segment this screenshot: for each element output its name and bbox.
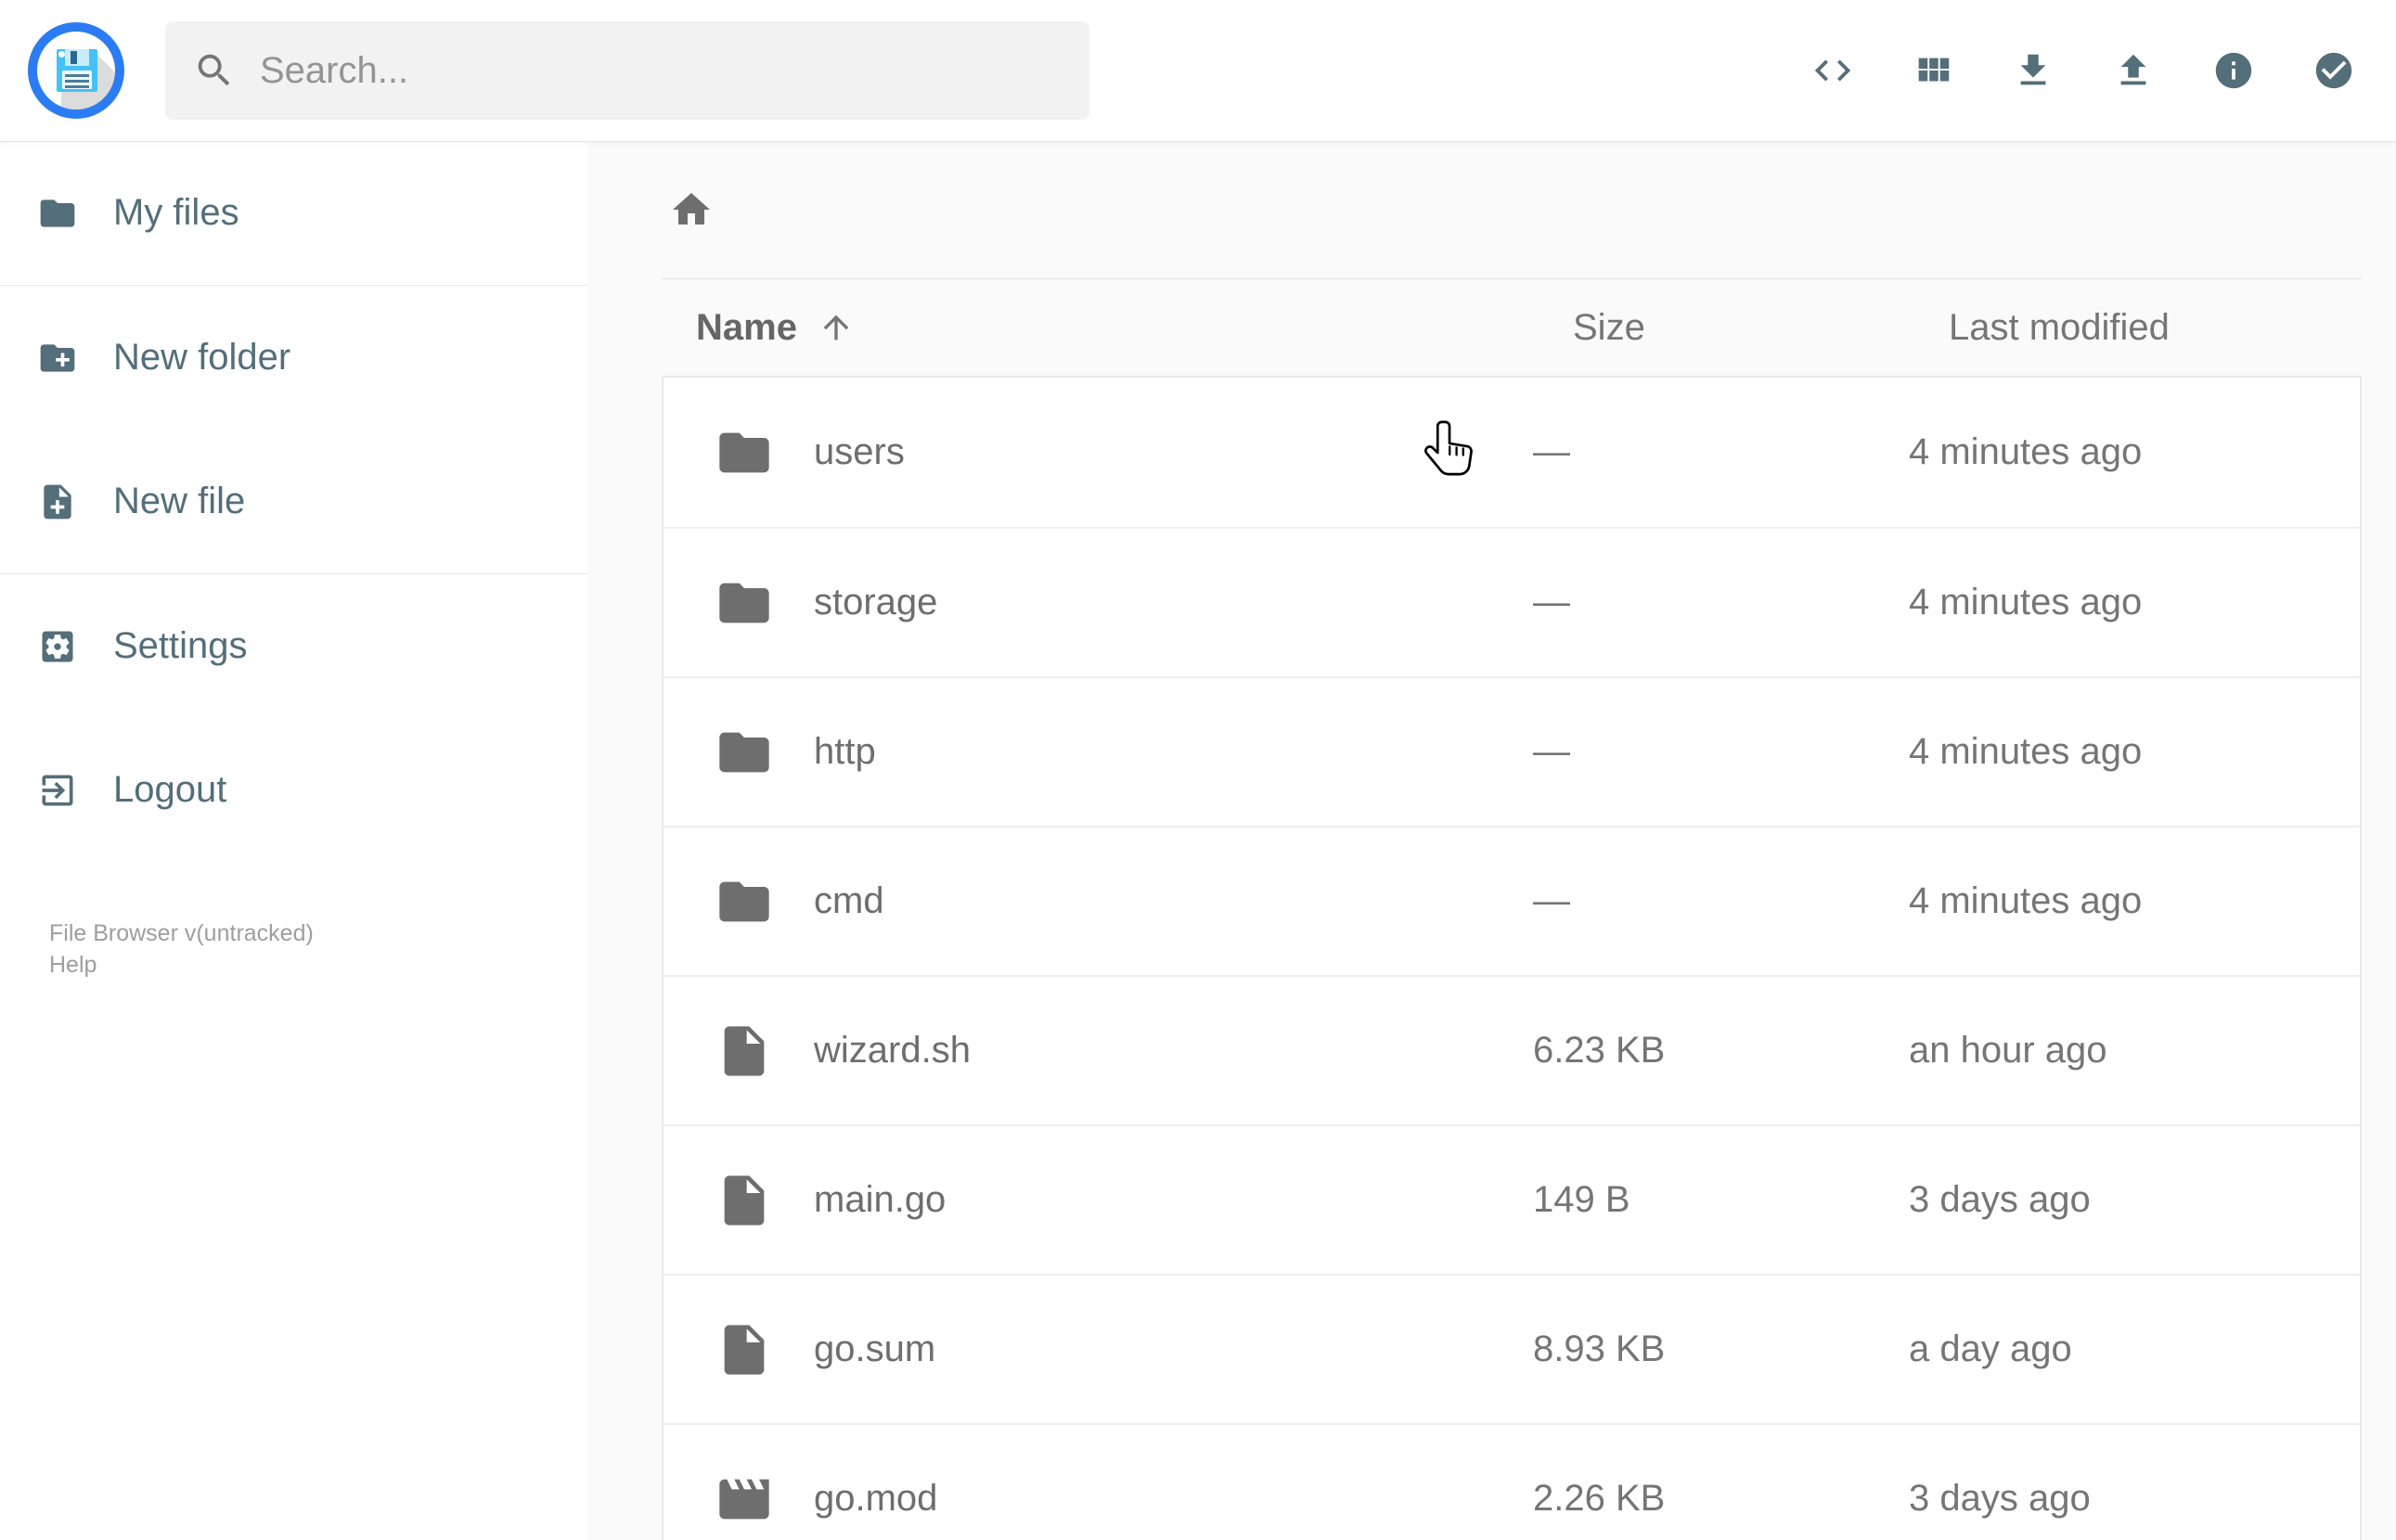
file-size: 2.26 KB bbox=[1533, 1478, 1666, 1519]
sidebar-item-my-files[interactable]: My files bbox=[0, 141, 588, 285]
sidebar-item-logout[interactable]: Logout bbox=[0, 718, 588, 862]
file-size: 8.93 KB bbox=[1533, 1328, 1666, 1369]
folder-icon bbox=[715, 872, 774, 931]
file-name: http bbox=[814, 731, 876, 772]
code-icon bbox=[1811, 49, 1854, 92]
file-row-http[interactable]: http — 4 minutes ago bbox=[663, 676, 2360, 826]
download-icon bbox=[2012, 49, 2055, 92]
file-row-main-go[interactable]: main.go 149 B 3 days ago bbox=[663, 1124, 2360, 1274]
file-row-go-mod[interactable]: go.mod 2.26 KB 3 days ago bbox=[663, 1423, 2360, 1540]
breadcrumb bbox=[662, 141, 2362, 278]
folder-icon bbox=[37, 193, 78, 234]
name-cell: storage bbox=[663, 573, 1533, 633]
file-row-cmd[interactable]: cmd — 4 minutes ago bbox=[663, 826, 2360, 975]
file-size: — bbox=[1533, 582, 1570, 622]
file-row-users[interactable]: users — 4 minutes ago bbox=[663, 378, 2360, 527]
sidebar-item-label: Logout bbox=[113, 769, 227, 810]
name-cell: main.go bbox=[663, 1171, 1533, 1230]
sidebar-divider bbox=[0, 285, 588, 286]
select-multiple-button[interactable] bbox=[2312, 49, 2355, 92]
name-cell: go.mod bbox=[663, 1469, 1533, 1529]
check-circle-icon bbox=[2312, 49, 2355, 92]
new-folder-icon bbox=[37, 338, 78, 379]
sidebar-item-new-folder[interactable]: New folder bbox=[0, 286, 588, 430]
breadcrumb-divider bbox=[662, 278, 2362, 279]
name-cell: users bbox=[663, 423, 1533, 482]
top-bar bbox=[0, 0, 2396, 141]
toolbar-actions bbox=[1811, 49, 2396, 92]
help-link[interactable]: Help bbox=[49, 952, 97, 978]
logout-icon bbox=[37, 770, 78, 811]
file-modified: an hour ago bbox=[1909, 1030, 2107, 1071]
file-icon bbox=[715, 1021, 774, 1081]
name-cell: wizard.sh bbox=[663, 1021, 1533, 1081]
file-list: users — 4 minutes ago storage — 4 minute… bbox=[662, 376, 2362, 1540]
grid-view-icon bbox=[1912, 49, 1954, 92]
home-breadcrumb-button[interactable] bbox=[669, 187, 714, 232]
file-name: storage bbox=[814, 582, 938, 622]
info-button[interactable] bbox=[2212, 49, 2255, 92]
listing-header: Name Size Last modified bbox=[662, 279, 2362, 376]
file-name: cmd bbox=[814, 880, 884, 921]
upload-icon bbox=[2112, 49, 2155, 92]
file-size: 149 B bbox=[1533, 1179, 1630, 1220]
file-name: go.mod bbox=[814, 1478, 938, 1519]
sidebar: My files New folder New file Settings Lo… bbox=[0, 141, 588, 1540]
file-modified: 4 minutes ago bbox=[1909, 731, 2143, 772]
file-modified: 3 days ago bbox=[1909, 1478, 2091, 1519]
file-modified: a day ago bbox=[1909, 1328, 2072, 1369]
file-size: — bbox=[1533, 880, 1570, 921]
app-logo-icon[interactable] bbox=[28, 22, 124, 119]
file-modified: 3 days ago bbox=[1909, 1179, 2091, 1220]
download-button[interactable] bbox=[2012, 49, 2055, 92]
file-row-wizard-sh[interactable]: wizard.sh 6.23 KB an hour ago bbox=[663, 975, 2360, 1124]
file-row-storage[interactable]: storage — 4 minutes ago bbox=[663, 527, 2360, 676]
file-name: go.sum bbox=[814, 1328, 936, 1369]
file-icon bbox=[715, 1320, 774, 1380]
sort-ascending-icon bbox=[818, 309, 855, 346]
file-size: 6.23 KB bbox=[1533, 1030, 1666, 1071]
sidebar-item-settings[interactable]: Settings bbox=[0, 574, 588, 718]
file-modified: 4 minutes ago bbox=[1909, 880, 2143, 921]
sidebar-item-label: My files bbox=[113, 192, 239, 233]
sidebar-item-new-file[interactable]: New file bbox=[0, 430, 588, 573]
column-header-size[interactable]: Size bbox=[1573, 306, 1645, 348]
sidebar-item-label: New folder bbox=[113, 337, 291, 378]
new-file-icon bbox=[37, 481, 78, 522]
name-cell: http bbox=[663, 723, 1533, 782]
settings-icon bbox=[37, 626, 78, 667]
file-modified: 4 minutes ago bbox=[1909, 431, 2143, 472]
column-header-modified[interactable]: Last modified bbox=[1949, 306, 2170, 348]
search-icon bbox=[193, 49, 236, 92]
file-row-go-sum[interactable]: go.sum 8.93 KB a day ago bbox=[663, 1274, 2360, 1423]
file-size: — bbox=[1533, 731, 1570, 772]
raw-code-button[interactable] bbox=[1811, 49, 1854, 92]
file-name: users bbox=[814, 431, 905, 472]
info-icon bbox=[2212, 49, 2255, 92]
file-size: — bbox=[1533, 431, 1570, 472]
sidebar-item-label: New file bbox=[113, 481, 246, 521]
sidebar-item-label: Settings bbox=[113, 625, 248, 666]
file-modified: 4 minutes ago bbox=[1909, 582, 2143, 622]
sidebar-divider bbox=[0, 573, 588, 574]
folder-icon bbox=[715, 423, 774, 482]
column-header-name[interactable]: Name bbox=[662, 307, 1573, 349]
sidebar-footer: File Browser v(untracked) Help bbox=[49, 918, 588, 981]
app-version: File Browser v(untracked) bbox=[49, 920, 314, 946]
name-cell: cmd bbox=[663, 872, 1533, 931]
home-icon bbox=[669, 187, 714, 232]
search-box[interactable] bbox=[165, 21, 1089, 120]
file-icon bbox=[715, 1171, 774, 1230]
file-name: main.go bbox=[814, 1179, 947, 1220]
column-label: Name bbox=[696, 306, 797, 348]
movie-icon bbox=[715, 1469, 774, 1529]
folder-icon bbox=[715, 723, 774, 782]
switch-view-button[interactable] bbox=[1912, 49, 1954, 92]
file-name: wizard.sh bbox=[814, 1030, 971, 1071]
name-cell: go.sum bbox=[663, 1320, 1533, 1380]
upload-button[interactable] bbox=[2112, 49, 2155, 92]
folder-icon bbox=[715, 573, 774, 633]
file-listing-area: Name Size Last modified users — 4 minute… bbox=[588, 141, 2396, 1540]
search-input[interactable] bbox=[260, 49, 1062, 92]
